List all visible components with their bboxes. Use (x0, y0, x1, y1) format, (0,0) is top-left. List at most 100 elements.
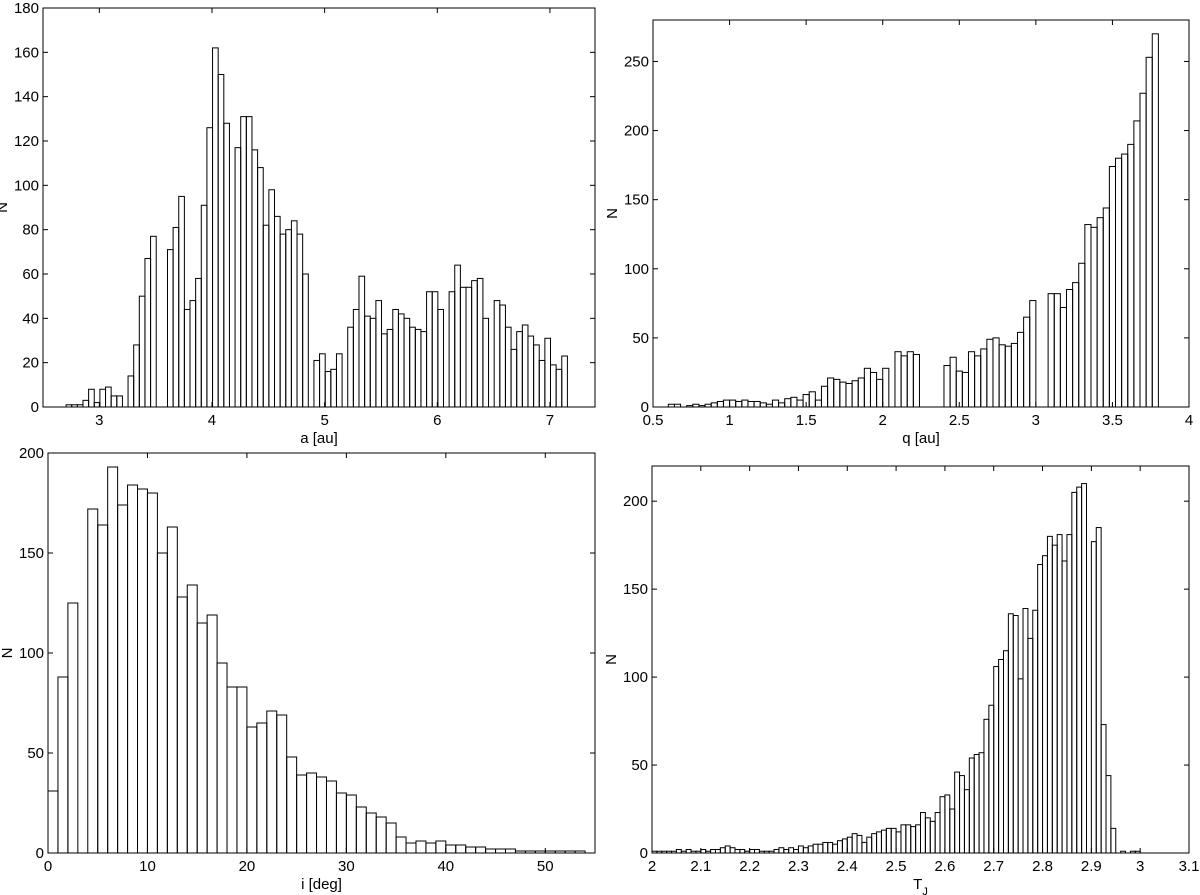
y-tick-label: 120 (14, 133, 39, 150)
histogram-bar (1007, 613, 1014, 854)
histogram-bar (741, 399, 749, 408)
histogram-bar (276, 714, 288, 854)
histogram-bar (954, 771, 961, 854)
histogram-bar (943, 365, 951, 408)
histogram-bar (200, 204, 208, 408)
histogram-bar (196, 622, 208, 854)
histogram-bar (915, 824, 921, 854)
y-tick-label: 200 (623, 493, 648, 510)
histogram-bar (262, 224, 270, 408)
histogram-bar (1053, 293, 1061, 408)
x-tick-label: 4 (1185, 412, 1193, 429)
histogram-bar (716, 400, 724, 408)
y-axis-label: N (603, 654, 620, 665)
histogram-bar (797, 845, 804, 854)
y-tick-label: 0 (31, 399, 39, 416)
histogram-bar (1004, 345, 1012, 408)
histogram-bar (495, 848, 506, 854)
histogram-bar (934, 812, 941, 854)
y-tick-label: 100 (623, 669, 648, 686)
histogram-bar (820, 385, 829, 408)
histogram-bar (788, 847, 795, 854)
histogram-bar (837, 840, 843, 854)
histogram-bar (866, 836, 873, 854)
histogram-bar (345, 794, 357, 854)
histogram-bar (369, 317, 377, 408)
histogram-bar (1051, 544, 1058, 854)
histogram-bar (1016, 331, 1025, 408)
histogram-bar (1056, 534, 1063, 854)
histogram-bar (778, 402, 786, 408)
x-tick-label: 0.5 (643, 412, 664, 429)
histogram-bar (1121, 153, 1129, 408)
histogram-bar (839, 381, 847, 408)
histogram-bar (150, 235, 157, 408)
histogram-bar (234, 147, 242, 408)
y-axis-label: N (0, 648, 16, 659)
histogram-bar (841, 838, 848, 854)
x-tick-label: 3 (95, 412, 103, 429)
histogram-bar (1081, 483, 1087, 854)
histogram-bar (274, 215, 281, 408)
histogram-bar (876, 378, 884, 408)
x-tick-label: 7 (546, 412, 554, 429)
histogram-bar (397, 313, 405, 408)
histogram-bar (133, 344, 140, 408)
histogram-bar (1076, 486, 1083, 854)
histogram-bar (1012, 615, 1019, 854)
histogram-bar (471, 280, 478, 408)
histogram-bar (959, 775, 965, 854)
histogram-bar (226, 686, 238, 854)
histogram-bar (1065, 289, 1074, 408)
histogram-bar (504, 326, 512, 408)
y-tick-label: 0 (640, 845, 648, 862)
x-axis-label: q [au] (902, 430, 940, 447)
histogram-bar (808, 391, 816, 408)
histogram-bar (973, 753, 980, 854)
histogram-bar (290, 220, 298, 408)
histogram-bar (97, 524, 109, 854)
histogram-bar (924, 817, 931, 854)
histogram-bar (783, 848, 790, 854)
histogram-bar (555, 368, 563, 408)
y-tick-label: 150 (624, 192, 649, 209)
y-tick-label: 250 (624, 53, 649, 70)
histogram-bar (1037, 564, 1044, 854)
histogram-bar (533, 344, 540, 408)
histogram-bar (137, 488, 148, 854)
y-tick-label: 100 (14, 177, 39, 194)
x-tick-label: 1.5 (796, 412, 817, 429)
histogram-bar (993, 666, 1000, 854)
histogram-bar (759, 402, 767, 408)
histogram-bar (851, 833, 858, 854)
y-tick-label: 0 (641, 399, 649, 416)
histogram-bar (465, 286, 473, 408)
histogram-bar (734, 848, 741, 854)
histogram-bar (395, 836, 407, 854)
histogram-bar (544, 337, 551, 408)
x-tick-label: 5 (320, 412, 328, 429)
x-tick-label: 20 (239, 858, 256, 875)
histogram-bar (1023, 316, 1031, 408)
histogram-bar (1095, 527, 1102, 854)
histogram-bar (216, 662, 228, 854)
histogram-bar (245, 116, 253, 408)
histogram-bar (105, 386, 112, 408)
histogram-bar (1010, 342, 1018, 408)
x-tick-label: 3.1 (1179, 858, 1200, 875)
histogram-bar (166, 249, 174, 408)
histogram-bar (465, 846, 477, 854)
histogram-bar (335, 792, 347, 854)
histogram-bar (773, 848, 780, 854)
histogram-bar (863, 367, 871, 408)
histogram-bar (375, 816, 387, 854)
histogram-bar (499, 304, 506, 408)
y-tick-label: 50 (631, 757, 648, 774)
histogram-bar (365, 812, 377, 854)
histogram-bar (286, 756, 298, 854)
histogram-bar (833, 378, 841, 408)
histogram-bar (445, 844, 457, 854)
histogram-bar (316, 776, 327, 854)
y-tick-label: 200 (624, 123, 649, 140)
y-tick-label: 0 (36, 845, 44, 862)
